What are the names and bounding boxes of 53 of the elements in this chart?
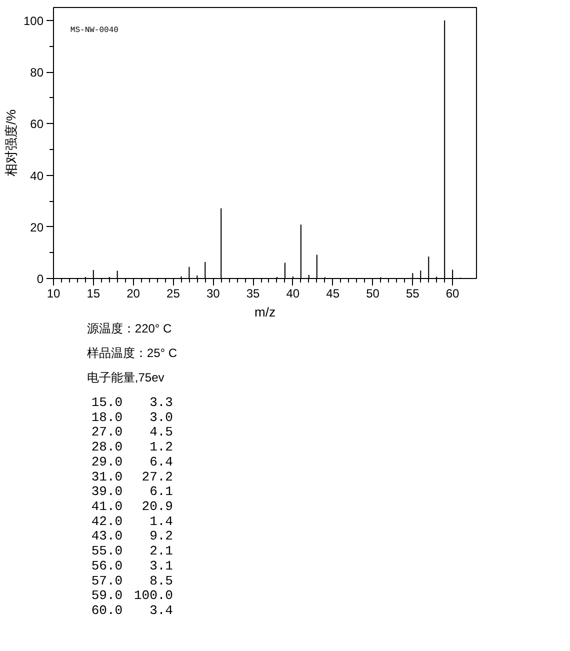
y-tick-label: 20 [30,220,44,234]
x-tick-label: 55 [406,286,420,300]
x-tick-label: 50 [366,286,380,300]
text: 31.0 [91,469,123,484]
text: 3.3 [150,395,173,410]
text: 41.0 [91,499,123,514]
text: 3.4 [150,603,174,618]
text: 20.9 [142,499,173,514]
y-tick-label: 0 [36,272,44,286]
text: 1.4 [150,514,174,529]
text: 59.0 [91,588,123,604]
text: 43.0 [91,528,123,544]
text: 4.5 [150,424,173,440]
text: 15.0 [91,395,123,410]
y-tick-label: 80 [30,66,44,80]
text: 57.0 [91,573,123,588]
x-tick-label: 40 [286,286,300,300]
x-tick-label: 35 [246,286,260,300]
y-tick-label: 100 [23,14,44,28]
text: 8.5 [150,573,173,588]
text: 3.0 [150,410,173,425]
text: 6.1 [150,484,174,500]
y-tick-label: 40 [30,168,44,183]
text: 55.0 [91,544,123,559]
text: 3.1 [150,558,174,574]
x-tick-label: 25 [166,286,180,300]
x-tick-label: 45 [326,286,340,300]
text: 1.2 [150,440,173,455]
x-tick-label: 60 [446,286,460,300]
text: 42.0 [91,514,123,529]
text: 6.4 [150,454,174,470]
text: 源温度：220° C [86,322,172,336]
text: 28.0 [91,440,123,455]
text: 样品温度：25° C [86,346,178,360]
x-tick-label: 20 [126,286,140,300]
text: 29.0 [91,454,123,470]
x-tick-label: 15 [86,286,100,300]
text: 9.2 [150,528,173,544]
y-axis-title: 相对强度/% [3,108,18,177]
text: 56.0 [91,558,123,574]
x-tick-label: 10 [46,286,60,300]
text: 电子能量,75ev [86,370,164,384]
text: 60.0 [91,603,123,618]
x-tick-label: 30 [206,286,220,300]
text: 27.2 [142,469,173,484]
text: 27.0 [91,424,123,440]
text: 100.0 [134,588,173,604]
annotation: MS-NW-0040 [70,26,119,36]
x-axis-title: m/z [254,304,276,320]
text: 2.1 [150,544,174,559]
text: 39.0 [91,484,123,500]
text: 18.0 [91,410,123,425]
y-tick-label: 60 [30,117,44,132]
